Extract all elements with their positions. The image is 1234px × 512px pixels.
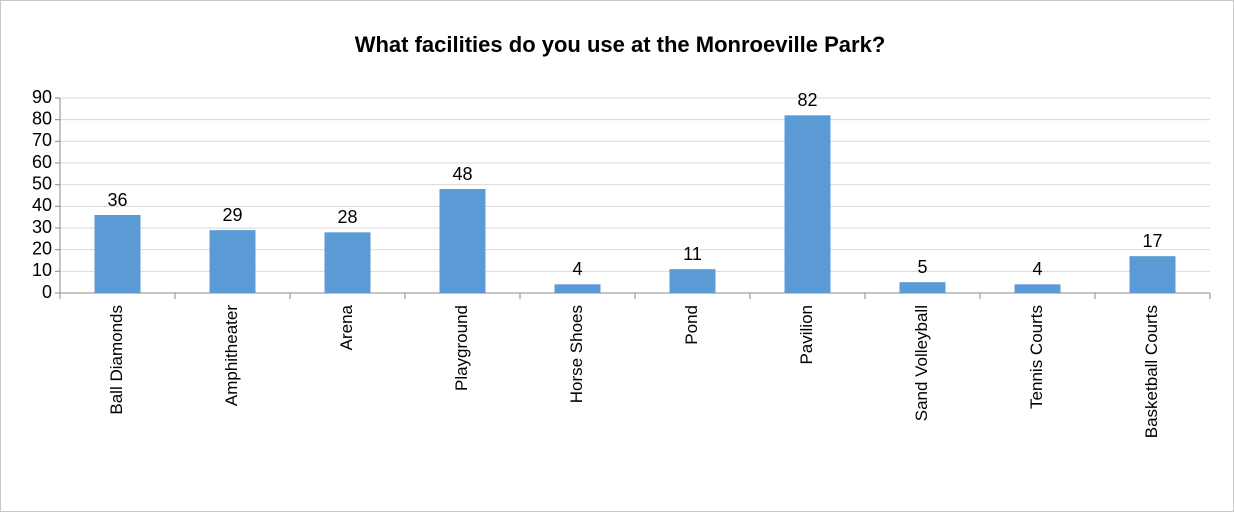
chart-title: What facilities do you use at the Monroe… <box>355 32 886 57</box>
bar <box>1129 256 1176 293</box>
x-tick-label: Horse Shoes <box>567 305 586 403</box>
data-label: 29 <box>222 205 242 225</box>
y-tick-label: 20 <box>32 238 52 258</box>
y-tick-label: 0 <box>42 282 52 302</box>
x-tick-label: Tennis Courts <box>1027 305 1046 409</box>
data-label: 48 <box>452 164 472 184</box>
y-tick-label: 50 <box>32 173 52 193</box>
x-tick-label: Sand Volleyball <box>912 305 931 421</box>
data-label: 11 <box>683 244 702 264</box>
y-tick-label: 60 <box>32 152 52 172</box>
x-tick-label: Pond <box>682 305 701 345</box>
y-tick-label: 30 <box>32 217 52 237</box>
x-tick-label: Basketball Courts <box>1142 305 1161 438</box>
y-tick-label: 90 <box>32 87 52 107</box>
data-label: 36 <box>107 190 127 210</box>
bar <box>94 215 141 293</box>
bar <box>669 269 716 293</box>
y-tick-label: 10 <box>32 260 52 280</box>
y-tick-label: 70 <box>32 130 52 150</box>
bar <box>1014 284 1061 293</box>
data-label: 4 <box>1032 259 1042 279</box>
data-label: 82 <box>797 90 817 110</box>
x-tick-label: Playground <box>452 305 471 391</box>
data-label: 17 <box>1142 231 1162 251</box>
x-tick-label: Amphitheater <box>222 305 241 406</box>
bar <box>209 230 256 293</box>
bar <box>324 232 371 293</box>
data-label: 28 <box>337 207 357 227</box>
bar <box>899 282 946 293</box>
y-tick-label: 40 <box>32 195 52 215</box>
x-tick-label: Arena <box>337 304 356 350</box>
y-tick-label: 80 <box>32 108 52 128</box>
bar <box>784 115 831 293</box>
x-tick-label: Ball Diamonds <box>107 305 126 415</box>
bar <box>554 284 601 293</box>
data-label: 5 <box>917 257 927 277</box>
x-tick-label: Pavilion <box>797 305 816 365</box>
bar <box>439 189 486 293</box>
data-label: 4 <box>572 259 582 279</box>
